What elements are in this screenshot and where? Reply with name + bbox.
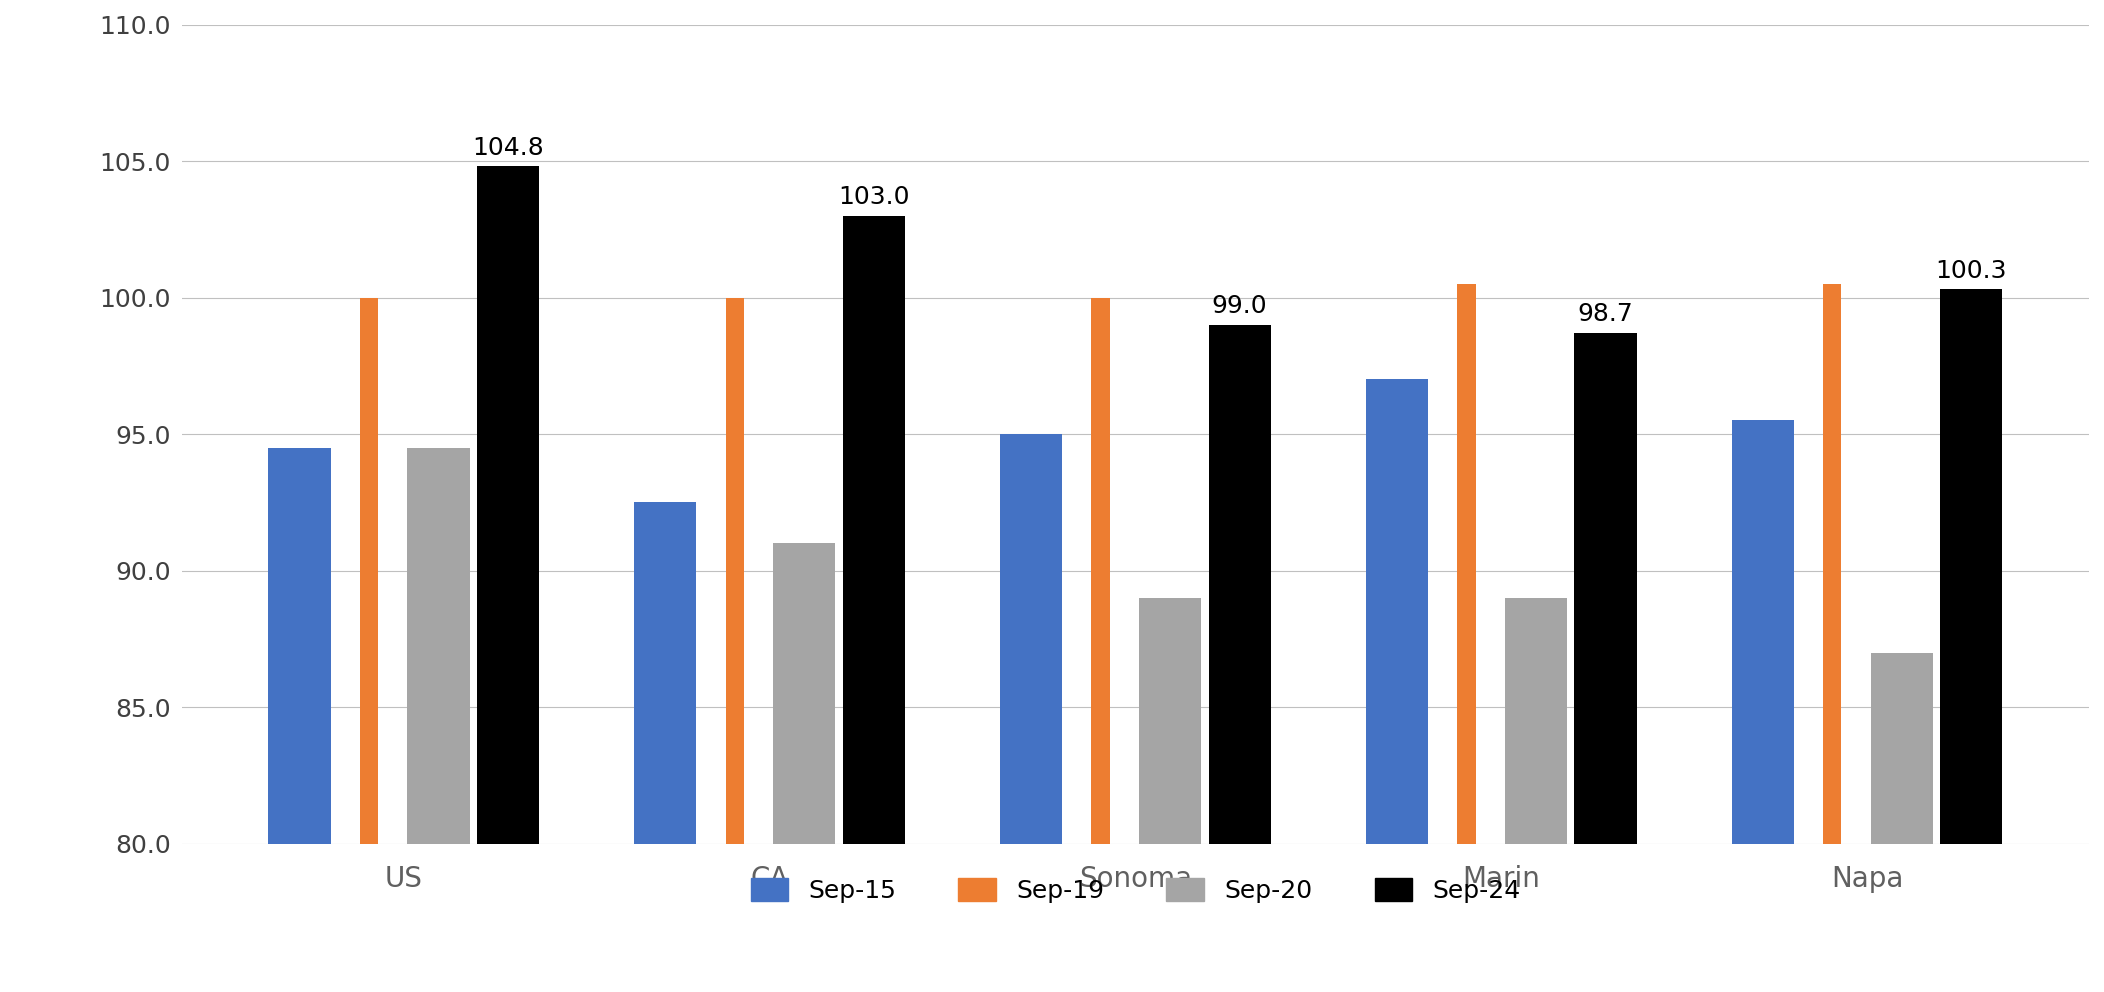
Text: 98.7: 98.7: [1578, 303, 1633, 326]
Bar: [1504, 598, 1567, 843]
Bar: [1940, 290, 2003, 843]
Bar: [1365, 380, 1429, 843]
Legend: Sep-15, Sep-19, Sep-20, Sep-24: Sep-15, Sep-19, Sep-20, Sep-24: [741, 868, 1530, 913]
Bar: [1092, 298, 1109, 843]
Bar: [999, 434, 1063, 843]
Bar: [1458, 284, 1475, 843]
Bar: [1822, 284, 1841, 843]
Text: 103.0: 103.0: [837, 185, 909, 208]
Text: 104.8: 104.8: [471, 136, 545, 160]
Bar: [408, 447, 469, 843]
Bar: [1138, 598, 1201, 843]
Text: 99.0: 99.0: [1212, 294, 1267, 318]
Bar: [360, 298, 379, 843]
Bar: [633, 502, 696, 843]
Bar: [1732, 421, 1795, 843]
Bar: [1208, 324, 1271, 843]
Bar: [726, 298, 745, 843]
Bar: [774, 544, 835, 843]
Bar: [1870, 653, 1934, 843]
Text: 100.3: 100.3: [1936, 259, 2007, 283]
Bar: [269, 447, 330, 843]
Bar: [478, 167, 539, 843]
Bar: [844, 215, 905, 843]
Bar: [1574, 333, 1637, 843]
